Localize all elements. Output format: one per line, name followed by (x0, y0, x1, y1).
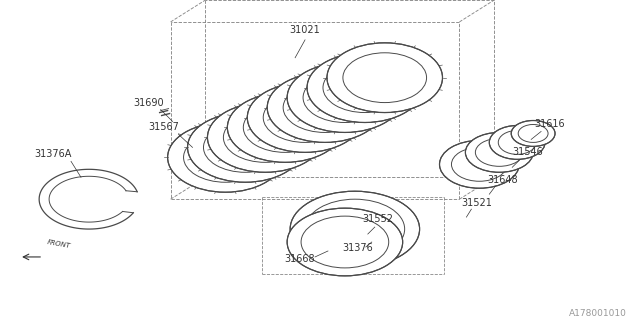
Text: 31376A: 31376A (35, 149, 72, 159)
Text: 31668: 31668 (285, 254, 316, 264)
Ellipse shape (511, 121, 555, 147)
Ellipse shape (465, 132, 533, 172)
Ellipse shape (307, 53, 422, 123)
Text: 31021: 31021 (290, 25, 321, 35)
Text: 31376: 31376 (342, 243, 373, 253)
Ellipse shape (207, 103, 323, 172)
Ellipse shape (440, 140, 519, 188)
Text: 31521: 31521 (461, 198, 492, 208)
Ellipse shape (287, 208, 403, 276)
Text: 31648: 31648 (487, 175, 518, 185)
Ellipse shape (247, 83, 363, 152)
Text: 31690: 31690 (133, 98, 164, 108)
Ellipse shape (168, 123, 283, 192)
Text: FRONT: FRONT (47, 239, 72, 249)
Ellipse shape (268, 73, 383, 142)
Ellipse shape (227, 92, 343, 162)
Text: A178001010: A178001010 (569, 309, 627, 318)
Text: 31552: 31552 (362, 214, 393, 224)
Text: 31546: 31546 (513, 148, 543, 157)
Ellipse shape (287, 63, 403, 132)
Text: 31616: 31616 (535, 119, 565, 130)
Ellipse shape (490, 125, 545, 159)
Ellipse shape (327, 43, 442, 113)
Ellipse shape (290, 191, 420, 267)
Ellipse shape (188, 113, 303, 182)
Text: 31567: 31567 (148, 123, 179, 132)
